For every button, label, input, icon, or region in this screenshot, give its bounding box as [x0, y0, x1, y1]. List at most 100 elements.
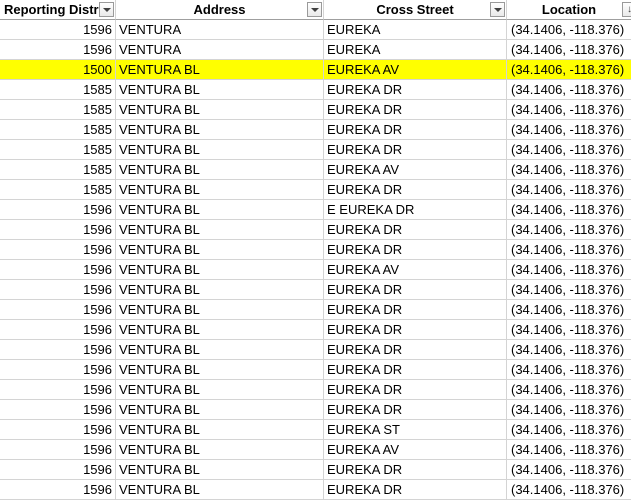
- cell-location[interactable]: (34.1406, -118.376): [507, 300, 631, 320]
- cell-cross-street[interactable]: EUREKA DR: [324, 80, 507, 100]
- cell-address[interactable]: VENTURA BL: [116, 60, 324, 80]
- cell-location[interactable]: (34.1406, -118.376): [507, 120, 631, 140]
- table-row[interactable]: 1585 VENTURA BL EUREKA DR (34.1406, -118.37…: [0, 180, 631, 200]
- sort-filter-icon[interactable]: ↓: [622, 2, 631, 17]
- cell-location[interactable]: (34.1406, -118.376): [507, 240, 631, 260]
- cell-address[interactable]: VENTURA: [116, 40, 324, 60]
- cell-address[interactable]: VENTURA BL: [116, 340, 324, 360]
- cell-address[interactable]: VENTURA BL: [116, 160, 324, 180]
- cell-reporting-district[interactable]: 1596: [0, 460, 116, 480]
- cell-address[interactable]: VENTURA BL: [116, 240, 324, 260]
- cell-address[interactable]: VENTURA BL: [116, 280, 324, 300]
- table-row[interactable]: 1585 VENTURA BL EUREKA DR (34.1406, -118.37…: [0, 80, 631, 100]
- filter-dropdown-icon[interactable]: [490, 2, 505, 17]
- cell-location[interactable]: (34.1406, -118.376): [507, 160, 631, 180]
- cell-reporting-district[interactable]: 1596: [0, 420, 116, 440]
- table-row[interactable]: 1500 VENTURA BL EUREKA AV (34.1406, -118.37…: [0, 60, 631, 80]
- table-row[interactable]: 1596 VENTURA BL EUREKA DR (34.1406, -118.37…: [0, 380, 631, 400]
- cell-cross-street[interactable]: EUREKA DR: [324, 140, 507, 160]
- table-row[interactable]: 1596 VENTURA BL EUREKA DR (34.1406, -118.37…: [0, 280, 631, 300]
- cell-cross-street[interactable]: EUREKA DR: [324, 360, 507, 380]
- cell-cross-street[interactable]: EUREKA AV: [324, 60, 507, 80]
- cell-cross-street[interactable]: EUREKA DR: [324, 460, 507, 480]
- table-row[interactable]: 1596 VENTURA EUREKA (34.1406, -118.376): [0, 20, 631, 40]
- cell-cross-street[interactable]: EUREKA DR: [324, 280, 507, 300]
- cell-reporting-district[interactable]: 1596: [0, 360, 116, 380]
- cell-cross-street[interactable]: EUREKA DR: [324, 320, 507, 340]
- cell-address[interactable]: VENTURA BL: [116, 300, 324, 320]
- cell-cross-street[interactable]: EUREKA: [324, 20, 507, 40]
- cell-cross-street[interactable]: EUREKA AV: [324, 160, 507, 180]
- table-row[interactable]: 1596 VENTURA BL EUREKA DR (34.1406, -118.37…: [0, 460, 631, 480]
- cell-location[interactable]: (34.1406, -118.376): [507, 80, 631, 100]
- cell-address[interactable]: VENTURA BL: [116, 260, 324, 280]
- cell-reporting-district[interactable]: 1585: [0, 160, 116, 180]
- table-row[interactable]: 1596 VENTURA BL EUREKA DR (34.1406, -118.37…: [0, 340, 631, 360]
- cell-address[interactable]: VENTURA BL: [116, 100, 324, 120]
- cell-reporting-district[interactable]: 1596: [0, 280, 116, 300]
- cell-cross-street[interactable]: EUREKA DR: [324, 120, 507, 140]
- cell-location[interactable]: (34.1406, -118.376): [507, 360, 631, 380]
- table-row[interactable]: 1596 VENTURA BL EUREKA ST (34.1406, -118.37…: [0, 420, 631, 440]
- cell-reporting-district[interactable]: 1596: [0, 20, 116, 40]
- table-row[interactable]: 1585 VENTURA BL EUREKA DR (34.1406, -118.37…: [0, 140, 631, 160]
- cell-location[interactable]: (34.1406, -118.376): [507, 60, 631, 80]
- table-row[interactable]: 1596 VENTURA BL EUREKA DR (34.1406, -118.37…: [0, 360, 631, 380]
- cell-location[interactable]: (34.1406, -118.376): [507, 480, 631, 500]
- cell-cross-street[interactable]: EUREKA: [324, 40, 507, 60]
- cell-reporting-district[interactable]: 1596: [0, 340, 116, 360]
- cell-address[interactable]: VENTURA BL: [116, 120, 324, 140]
- filter-dropdown-icon[interactable]: [99, 2, 114, 17]
- cell-reporting-district[interactable]: 1596: [0, 260, 116, 280]
- cell-cross-street[interactable]: EUREKA DR: [324, 240, 507, 260]
- cell-address[interactable]: VENTURA BL: [116, 440, 324, 460]
- cell-location[interactable]: (34.1406, -118.376): [507, 320, 631, 340]
- cell-location[interactable]: (34.1406, -118.376): [507, 200, 631, 220]
- cell-location[interactable]: (34.1406, -118.376): [507, 140, 631, 160]
- cell-location[interactable]: (34.1406, -118.376): [507, 440, 631, 460]
- cell-reporting-district[interactable]: 1596: [0, 240, 116, 260]
- cell-reporting-district[interactable]: 1596: [0, 480, 116, 500]
- cell-address[interactable]: VENTURA BL: [116, 460, 324, 480]
- cell-reporting-district[interactable]: 1596: [0, 220, 116, 240]
- cell-reporting-district[interactable]: 1585: [0, 140, 116, 160]
- table-row[interactable]: 1585 VENTURA BL EUREKA DR (34.1406, -118.37…: [0, 100, 631, 120]
- cell-cross-street[interactable]: EUREKA DR: [324, 300, 507, 320]
- cell-location[interactable]: (34.1406, -118.376): [507, 220, 631, 240]
- cell-address[interactable]: VENTURA BL: [116, 480, 324, 500]
- cell-cross-street[interactable]: EUREKA DR: [324, 400, 507, 420]
- table-row[interactable]: 1585 VENTURA BL EUREKA DR (34.1406, -118.37…: [0, 120, 631, 140]
- cell-cross-street[interactable]: EUREKA DR: [324, 100, 507, 120]
- cell-address[interactable]: VENTURA BL: [116, 360, 324, 380]
- cell-address[interactable]: VENTURA BL: [116, 420, 324, 440]
- cell-location[interactable]: (34.1406, -118.376): [507, 380, 631, 400]
- table-row[interactable]: 1596 VENTURA BL EUREKA DR (34.1406, -118.37…: [0, 480, 631, 500]
- cell-reporting-district[interactable]: 1585: [0, 120, 116, 140]
- column-header-reporting-district[interactable]: Reporting Distr: [0, 0, 116, 20]
- cell-location[interactable]: (34.1406, -118.376): [507, 420, 631, 440]
- cell-location[interactable]: (34.1406, -118.376): [507, 100, 631, 120]
- table-row[interactable]: 1596 VENTURA BL EUREKA DR (34.1406, -118.37…: [0, 220, 631, 240]
- cell-cross-street[interactable]: E EUREKA DR: [324, 200, 507, 220]
- cell-cross-street[interactable]: EUREKA ST: [324, 420, 507, 440]
- table-row[interactable]: 1596 VENTURA BL E EUREKA DR (34.1406, -118.…: [0, 200, 631, 220]
- cell-location[interactable]: (34.1406, -118.376): [507, 340, 631, 360]
- cell-reporting-district[interactable]: 1596: [0, 320, 116, 340]
- cell-address[interactable]: VENTURA BL: [116, 140, 324, 160]
- cell-reporting-district[interactable]: 1596: [0, 300, 116, 320]
- cell-address[interactable]: VENTURA: [116, 20, 324, 40]
- table-row[interactable]: 1585 VENTURA BL EUREKA AV (34.1406, -118.37…: [0, 160, 631, 180]
- cell-reporting-district[interactable]: 1585: [0, 100, 116, 120]
- cell-cross-street[interactable]: EUREKA DR: [324, 220, 507, 240]
- table-row[interactable]: 1596 VENTURA BL EUREKA DR (34.1406, -118.37…: [0, 400, 631, 420]
- column-header-address[interactable]: Address: [116, 0, 324, 20]
- cell-reporting-district[interactable]: 1596: [0, 380, 116, 400]
- cell-location[interactable]: (34.1406, -118.376): [507, 20, 631, 40]
- column-header-cross-street[interactable]: Cross Street: [324, 0, 507, 20]
- cell-reporting-district[interactable]: 1596: [0, 400, 116, 420]
- cell-address[interactable]: VENTURA BL: [116, 380, 324, 400]
- cell-reporting-district[interactable]: 1585: [0, 80, 116, 100]
- cell-location[interactable]: (34.1406, -118.376): [507, 180, 631, 200]
- cell-address[interactable]: VENTURA BL: [116, 400, 324, 420]
- cell-location[interactable]: (34.1406, -118.376): [507, 460, 631, 480]
